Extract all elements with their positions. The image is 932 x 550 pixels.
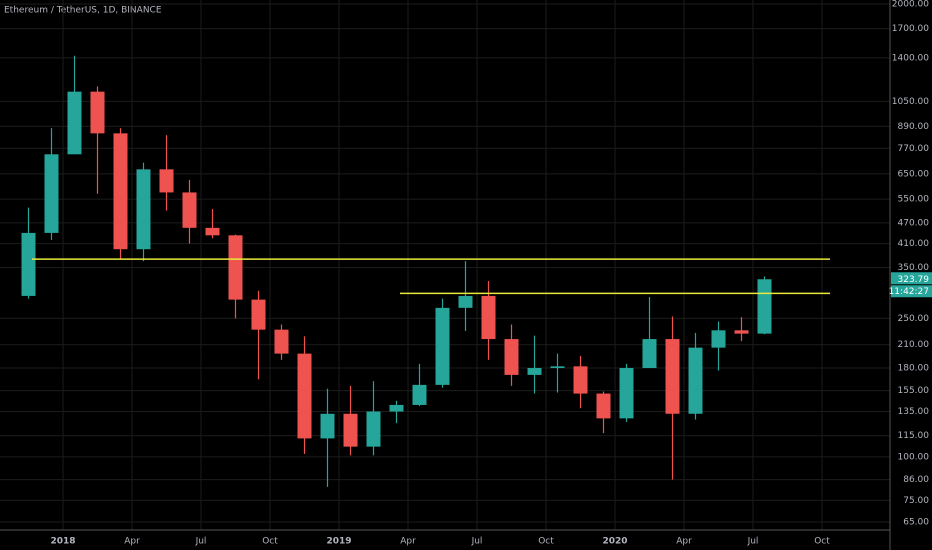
candle-body — [21, 232, 36, 296]
x-tick-label: Apr — [676, 537, 692, 547]
candle-body — [665, 339, 680, 414]
candle-body — [435, 307, 450, 385]
x-tick-label: Oct — [262, 537, 278, 547]
countdown: 11:42:27 — [889, 287, 929, 297]
y-tick-label: 65.00 — [903, 518, 929, 528]
x-tick-label: Oct — [814, 537, 830, 547]
x-tick-label: Apr — [400, 537, 416, 547]
candle-body — [228, 235, 243, 300]
price-label-bg — [891, 272, 932, 285]
chart-title: Ethereum / TetherUS, 1D, BINANCE — [4, 6, 162, 16]
y-tick-label: 470.00 — [898, 218, 930, 228]
y-tick-label: 2000.00 — [892, 0, 929, 10]
x-tick-label: 2020 — [602, 537, 627, 547]
candle-body — [205, 227, 220, 236]
candle-body — [711, 330, 726, 348]
candle-body — [550, 366, 565, 369]
y-tick-label: 350.00 — [898, 263, 930, 273]
x-tick-label: Jul — [471, 537, 483, 547]
countdown-bg — [891, 285, 932, 298]
candle-body — [527, 368, 542, 375]
candle-body — [251, 299, 266, 330]
candle-body — [274, 329, 289, 354]
y-tick-label: 410.00 — [898, 239, 930, 249]
candle-body — [504, 339, 519, 375]
x-tick-label: 2018 — [50, 537, 75, 547]
candle-body — [458, 295, 473, 308]
candle-body — [619, 368, 634, 419]
candle-body — [366, 411, 381, 447]
candle-body — [412, 384, 427, 405]
candle-body — [113, 133, 128, 250]
y-tick-label: 1700.00 — [892, 24, 929, 34]
y-tick-label: 770.00 — [898, 144, 930, 154]
y-tick-label: 890.00 — [898, 122, 930, 132]
candle-body — [481, 295, 496, 340]
candle-body — [389, 404, 404, 412]
candle-body — [596, 393, 611, 419]
candle-body — [734, 330, 749, 334]
candle-body — [320, 413, 335, 439]
candle-body — [688, 347, 703, 414]
y-tick-label: 115.00 — [898, 431, 930, 441]
y-tick-label: 1400.00 — [892, 53, 929, 63]
candle-body — [90, 91, 105, 134]
y-tick-label: 75.00 — [903, 496, 929, 506]
y-tick-label: 135.00 — [898, 407, 930, 417]
candle-body — [182, 192, 197, 228]
candle-body — [642, 339, 657, 369]
y-tick-label: 180.00 — [898, 364, 930, 374]
candle-body — [159, 169, 174, 193]
y-tick-label: 210.00 — [898, 340, 930, 350]
x-tick-label: Jul — [195, 537, 207, 547]
x-tick-label: Oct — [538, 537, 554, 547]
y-tick-label: 155.00 — [898, 386, 930, 396]
y-tick-label: 100.00 — [898, 452, 930, 462]
y-tick-label: 650.00 — [898, 169, 930, 179]
candle-body — [297, 353, 312, 439]
x-tick-label: Apr — [124, 537, 140, 547]
candle-body — [757, 279, 772, 334]
y-tick-label: 250.00 — [898, 314, 930, 324]
candle-body — [136, 169, 151, 250]
candle-body — [343, 413, 358, 447]
x-tick-label: 2019 — [326, 537, 351, 547]
y-tick-label: 86.00 — [903, 475, 929, 485]
y-tick-label: 550.00 — [898, 195, 930, 205]
current-price: 323.79 — [898, 275, 930, 285]
candle-body — [67, 91, 82, 155]
candle-body — [573, 366, 588, 394]
x-tick-label: Jul — [747, 537, 759, 547]
candle-body — [44, 154, 59, 233]
y-tick-label: 1050.00 — [892, 97, 929, 107]
